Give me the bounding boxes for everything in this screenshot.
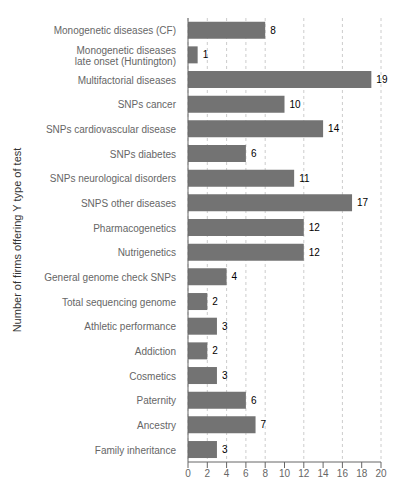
svg-text:Family inheritance: Family inheritance	[95, 444, 177, 455]
svg-text:14: 14	[328, 123, 340, 134]
svg-text:Ancestry: Ancestry	[137, 420, 176, 431]
svg-text:16: 16	[337, 468, 349, 479]
svg-text:0: 0	[185, 468, 191, 479]
svg-text:2: 2	[205, 468, 211, 479]
svg-text:3: 3	[222, 321, 228, 332]
svg-text:4: 4	[224, 468, 230, 479]
svg-text:General genome check SNPs: General genome check SNPs	[44, 272, 176, 283]
svg-text:Monogenetic diseaseslate onset: Monogenetic diseaseslate onset (Huntingt…	[75, 44, 176, 66]
svg-text:Total sequencing genome: Total sequencing genome	[62, 296, 176, 307]
svg-text:Addiction: Addiction	[135, 346, 176, 357]
svg-text:7: 7	[261, 419, 267, 430]
svg-text:SNPs neurological disorders: SNPs neurological disorders	[50, 173, 176, 184]
svg-text:SNPS other diseases: SNPS other diseases	[81, 198, 176, 209]
svg-text:Monogenetic diseases (CF): Monogenetic diseases (CF)	[54, 25, 176, 36]
svg-text:Pharmacogenetics: Pharmacogenetics	[93, 222, 176, 233]
svg-text:Multifactorial diseases: Multifactorial diseases	[78, 74, 176, 85]
svg-text:Athletic performance: Athletic performance	[84, 321, 176, 332]
svg-text:12: 12	[309, 222, 321, 233]
svg-text:12: 12	[309, 247, 321, 258]
svg-text:3: 3	[222, 370, 228, 381]
svg-text:SNPs cardiovascular disease: SNPs cardiovascular disease	[46, 124, 176, 135]
svg-text:8: 8	[262, 468, 268, 479]
svg-text:Nutrigenetics: Nutrigenetics	[118, 247, 176, 258]
svg-text:19: 19	[376, 74, 388, 85]
svg-text:3: 3	[222, 444, 228, 455]
svg-text:11: 11	[299, 173, 310, 184]
svg-text:2: 2	[212, 345, 218, 356]
svg-text:Number of firms offering Y typ: Number of firms offering Y type of test	[11, 148, 23, 333]
svg-text:10: 10	[279, 468, 291, 479]
svg-text:Paternity: Paternity	[137, 395, 176, 406]
svg-text:18: 18	[356, 468, 368, 479]
svg-text:6: 6	[243, 468, 249, 479]
svg-text:SNPs cancer: SNPs cancer	[118, 99, 177, 110]
svg-text:SNPs diabetes: SNPs diabetes	[110, 148, 176, 159]
svg-text:1: 1	[203, 49, 209, 60]
svg-text:2: 2	[212, 296, 218, 307]
svg-text:10: 10	[290, 99, 302, 110]
svg-text:12: 12	[298, 468, 310, 479]
svg-text:17: 17	[357, 197, 369, 208]
svg-text:6: 6	[251, 395, 257, 406]
svg-text:4: 4	[232, 271, 238, 282]
svg-text:20: 20	[375, 468, 387, 479]
svg-text:14: 14	[318, 468, 330, 479]
svg-text:6: 6	[251, 148, 257, 159]
svg-text:8: 8	[270, 25, 276, 36]
svg-text:Cosmetics: Cosmetics	[129, 370, 176, 381]
